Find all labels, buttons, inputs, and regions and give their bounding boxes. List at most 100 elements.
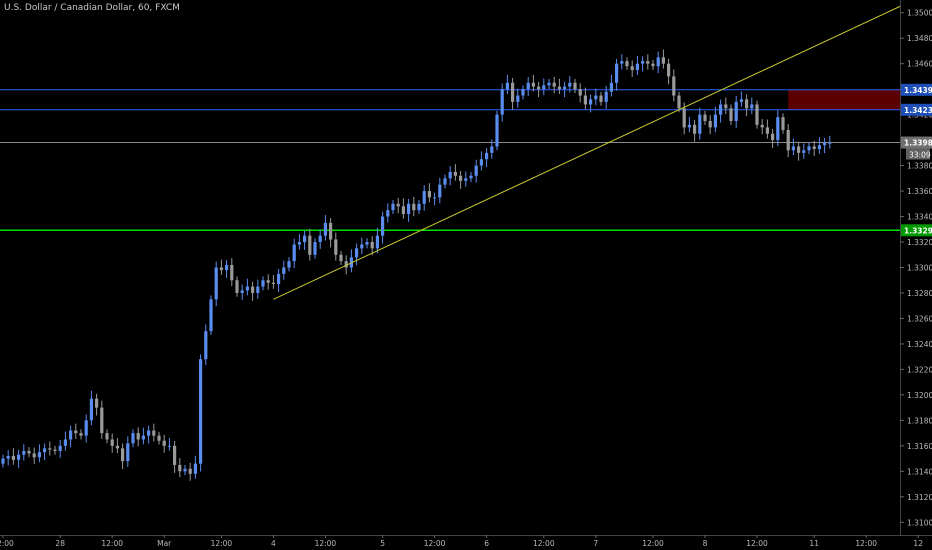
candle-body <box>630 66 634 71</box>
candle-body <box>422 191 426 204</box>
candle-body <box>698 114 702 134</box>
candle-body <box>739 99 743 102</box>
candle-body <box>199 359 203 464</box>
candle-body <box>459 175 463 181</box>
candle-body <box>271 282 275 285</box>
y-tick-label: 1.33400 <box>907 213 932 222</box>
candle-body <box>1 458 5 464</box>
candle-body <box>797 146 801 153</box>
candle-body <box>500 89 504 115</box>
candle-body <box>646 61 650 64</box>
candle-body <box>126 443 130 462</box>
candle-body <box>323 222 327 236</box>
x-tick-label: 12:00 <box>0 539 14 548</box>
candle-body <box>464 178 468 181</box>
candle-body <box>235 280 239 293</box>
candle-body <box>656 57 660 67</box>
x-tick-label: 12:00 <box>315 539 337 548</box>
countdown-box <box>906 148 930 160</box>
candle-body <box>817 145 821 150</box>
candle-body <box>693 124 697 134</box>
candle-body <box>37 452 41 458</box>
candle-body <box>511 82 515 102</box>
candle-body <box>563 86 567 90</box>
candle-body <box>386 210 390 217</box>
candle-body <box>74 430 78 434</box>
candle-body <box>230 264 234 281</box>
candle-body <box>776 117 780 141</box>
price-label-box <box>901 224 932 237</box>
x-tick-label: 12:00 <box>533 539 555 548</box>
candle-body <box>401 206 405 214</box>
candle-body <box>677 95 681 109</box>
candle-body <box>152 430 156 436</box>
countdown-text: 33:09 <box>909 151 931 160</box>
candle-body <box>495 114 499 147</box>
candle-body <box>599 95 603 102</box>
candle-body <box>781 117 785 130</box>
candle-body <box>807 146 811 151</box>
candle-body <box>625 61 629 67</box>
candle-body <box>745 99 749 109</box>
candle-body <box>48 448 52 450</box>
candle-body <box>516 95 520 102</box>
candle-body <box>703 114 707 122</box>
y-tick-label: 1.32000 <box>907 391 932 400</box>
candle-body <box>433 197 437 199</box>
x-tick-label: 11 <box>809 539 819 548</box>
x-tick-label: 6 <box>484 539 489 548</box>
candle-body <box>391 203 395 211</box>
candle-body <box>443 178 447 185</box>
candle-body <box>609 82 613 92</box>
price-label-text: 1.34395 <box>904 86 932 95</box>
candle-body <box>69 430 73 440</box>
y-tick-label: 1.33000 <box>907 264 932 273</box>
candle-body <box>334 239 338 255</box>
candle-body <box>183 468 187 472</box>
candle-body <box>583 95 587 105</box>
candle-body <box>381 216 385 236</box>
candle-body <box>635 63 639 71</box>
y-tick-label: 1.31000 <box>907 518 932 527</box>
candle-body <box>32 453 36 458</box>
price-label-box <box>901 136 932 149</box>
x-tick-label: 12:00 <box>101 539 123 548</box>
candle-body <box>552 82 556 87</box>
price-label-box <box>901 83 932 96</box>
candle-body <box>615 63 619 83</box>
chart-title: U.S. Dollar / Canadian Dollar, 60, FXCM <box>4 3 180 13</box>
candle-body <box>786 129 790 151</box>
candle-body <box>339 254 343 262</box>
candle-body <box>505 82 509 90</box>
candle-body <box>682 108 686 128</box>
candle-body <box>313 242 317 255</box>
candle-body <box>620 61 624 64</box>
y-tick-label: 1.35000 <box>907 9 932 18</box>
y-tick-label: 1.32800 <box>907 289 932 298</box>
x-tick-label: 12 <box>913 539 923 548</box>
x-tick-label: 7 <box>593 539 598 548</box>
x-tick-label: 12:00 <box>211 539 233 548</box>
candle-body <box>27 450 31 454</box>
x-tick-label: 8 <box>703 539 708 548</box>
candle-body <box>438 184 442 198</box>
candle-body <box>344 261 348 268</box>
candle-body <box>287 261 291 268</box>
candle-body <box>791 146 795 151</box>
candle-body <box>318 235 322 243</box>
candle-body <box>79 433 83 436</box>
y-tick-label: 1.33200 <box>907 238 932 247</box>
y-tick-label: 1.32600 <box>907 314 932 323</box>
candle-body <box>115 445 119 449</box>
candle-body <box>162 440 166 446</box>
candle-body <box>687 124 691 128</box>
y-tick-label: 1.34800 <box>907 34 932 43</box>
candle-body <box>100 407 104 434</box>
candle-body <box>136 433 140 440</box>
candle-body <box>427 191 431 198</box>
candle-body <box>547 82 551 86</box>
candle-body <box>193 463 197 474</box>
candle-body <box>370 242 374 249</box>
